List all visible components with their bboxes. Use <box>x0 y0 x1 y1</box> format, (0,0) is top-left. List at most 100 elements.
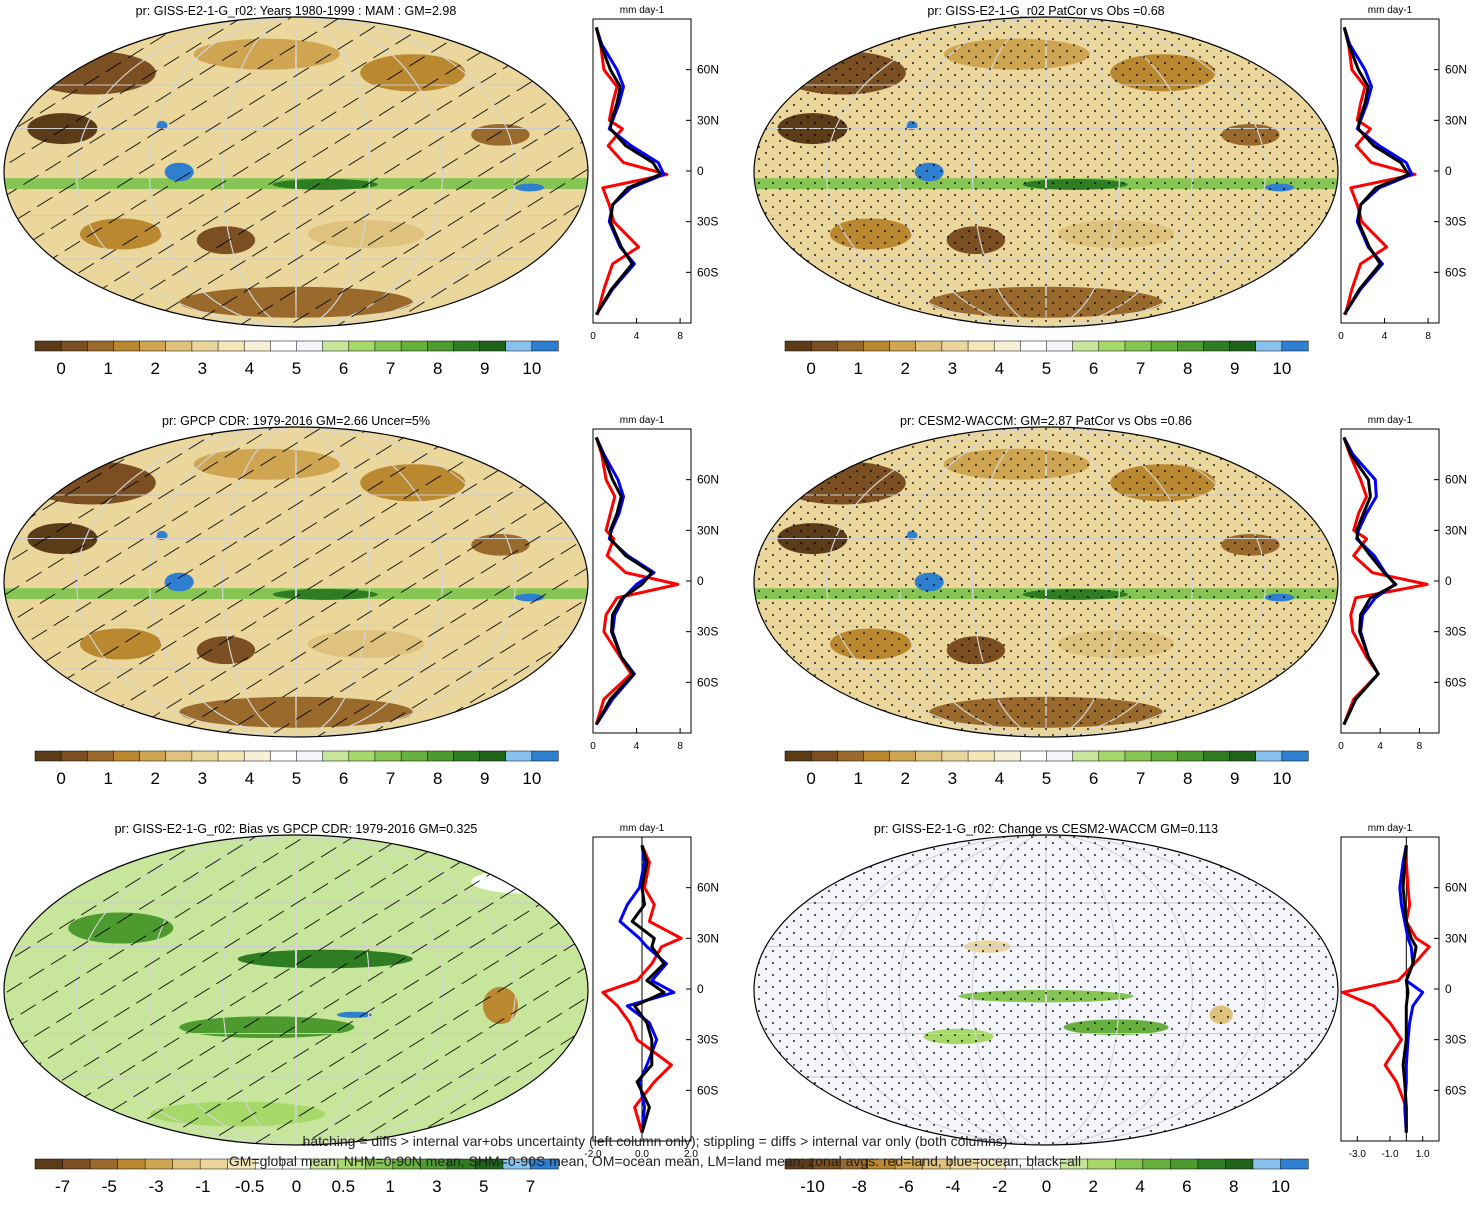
colorbar-label: 5 <box>1042 769 1051 788</box>
colorbar-label: 2 <box>901 769 910 788</box>
lat-label: 60N <box>1445 63 1467 77</box>
lat-label: 30N <box>1445 113 1467 127</box>
zonal-unit-label: mm day-1 <box>1368 5 1413 16</box>
map-panel: pr: GISS-E2-1-G_r02: Years 1980-1999 : M… <box>3 4 589 328</box>
colorbar-cell <box>531 750 559 762</box>
series-line-all <box>594 436 654 726</box>
map-outline <box>3 426 589 738</box>
colorbar-cell <box>1150 750 1178 762</box>
colorbar-label: 10 <box>1272 359 1291 378</box>
colorbar-label: -1 <box>195 1177 210 1196</box>
colorbar-label: 9 <box>480 769 489 788</box>
colorbar-label: 5 <box>479 1177 488 1196</box>
colorbar-cell <box>427 750 454 762</box>
series-line-all <box>1401 845 1418 1133</box>
colorbar-label: 7 <box>1136 769 1145 788</box>
map-title: pr: GISS-E2-1-G_r02: Years 1980-1999 : M… <box>136 4 457 18</box>
map-fields <box>754 835 1338 1145</box>
colorbar-cell <box>374 750 402 762</box>
colorbar-label: 9 <box>1230 769 1239 788</box>
map-title: pr: GISS-E2-1-G_r02: Change vs CESM2-WAC… <box>874 822 1218 836</box>
lat-label: 0 <box>697 164 704 178</box>
x-tick-label: -1.0 <box>1381 1149 1399 1160</box>
colorbar-label: 6 <box>339 359 348 378</box>
colorbar-label: 1 <box>103 769 112 788</box>
colorbar-cell <box>967 340 995 352</box>
colorbar-label: 3 <box>948 769 957 788</box>
colorbar-cell <box>1203 750 1231 762</box>
colorbar-label: -4 <box>945 1177 960 1196</box>
lat-label: 30N <box>1445 931 1467 945</box>
lat-label: 60S <box>697 1083 718 1097</box>
lat-label: 30S <box>1445 625 1466 639</box>
zonal-unit-label: mm day-1 <box>1368 823 1413 834</box>
zonal-panel: 60N 30N 0 30S 60S -3.0 -1.0 1.0 mm day-1 <box>1340 823 1467 1160</box>
map-fields <box>754 17 1338 327</box>
map-fields <box>4 427 588 737</box>
colorbar-label: 0 <box>56 359 65 378</box>
map-panel: pr: GISS-E2-1-G_r02: Change vs CESM2-WAC… <box>753 822 1339 1146</box>
map-outline <box>3 16 589 328</box>
colorbar-cell <box>863 750 891 762</box>
colorbar-cell <box>530 1158 559 1170</box>
colorbar-cell <box>139 750 167 762</box>
colorbar-label: 0.5 <box>331 1177 355 1196</box>
colorbar-label: 10 <box>1271 1177 1290 1196</box>
colorbar-label: 1 <box>385 1177 394 1196</box>
x-tick-label: 2.0 <box>684 1149 698 1160</box>
map-fields <box>4 835 588 1145</box>
x-tick-label: 8 <box>1417 741 1423 752</box>
x-tick-label: 0 <box>1338 331 1344 342</box>
map-outline <box>753 834 1339 1146</box>
colorbar-label: 0 <box>806 359 815 378</box>
colorbar-cell <box>1046 340 1074 352</box>
lat-label: 0 <box>1445 164 1452 178</box>
map-fields <box>754 427 1338 737</box>
zonal-panel: 60N 30N 0 30S 60S 0 4 8 mm day-1 <box>590 415 719 752</box>
zonal-unit-label: mm day-1 <box>620 5 665 16</box>
map-title: pr: GISS-E2-1-G_r02 PatCor vs Obs =0.68 <box>927 4 1164 18</box>
colorbar-cell <box>348 750 376 762</box>
zonal-panel: 60N 30N 0 30S 60S -2.0 0.0 2.0 mm day-1 <box>584 823 719 1160</box>
colorbar-cell <box>1281 340 1309 352</box>
lat-label: 60S <box>1445 675 1466 689</box>
colorbar-cell <box>1255 340 1283 352</box>
colorbar-label: 0 <box>56 769 65 788</box>
stipple-overlay <box>754 427 1338 737</box>
colorbar-cell <box>270 750 298 762</box>
colorbar-label: -2 <box>992 1177 1007 1196</box>
map-title: pr: GISS-E2-1-G_r02: Bias vs GPCP CDR: 1… <box>115 822 478 836</box>
colorbar-cell <box>60 340 88 352</box>
series-line-land <box>1342 27 1417 315</box>
colorbar-label: 7 <box>1136 359 1145 378</box>
colorbar-label: 6 <box>1089 769 1098 788</box>
colorbar-label: 3 <box>948 359 957 378</box>
colorbar-cell <box>374 340 402 352</box>
colorbar-label: 8 <box>433 359 442 378</box>
colorbar-cell <box>1281 750 1309 762</box>
x-tick-label: 1.0 <box>1416 1149 1430 1160</box>
x-tick-label: 0.0 <box>635 1149 649 1160</box>
colorbar-label: 3 <box>432 1177 441 1196</box>
hatch-overlay <box>4 17 588 327</box>
colorbar-cell <box>915 750 943 762</box>
colorbar-cell <box>191 750 219 762</box>
colorbar-label: 3 <box>198 769 207 788</box>
hatch-overlay <box>4 427 588 737</box>
colorbar-label: 6 <box>1182 1177 1191 1196</box>
x-tick-label: -3.0 <box>1349 1149 1367 1160</box>
colorbar-cell <box>1098 340 1126 352</box>
lat-label: 0 <box>697 982 704 996</box>
map-panel: pr: GISS-E2-1-G_r02: Bias vs GPCP CDR: 1… <box>3 822 589 1146</box>
lat-label: 60N <box>697 881 719 895</box>
colorbar-cell <box>453 750 481 762</box>
x-tick-label: 4 <box>634 331 640 342</box>
colorbar-label: 7 <box>386 359 395 378</box>
colorbar-label: 0 <box>1042 1177 1051 1196</box>
colorbar-cell <box>1072 750 1100 762</box>
map-outline <box>3 834 589 1146</box>
colorbar-cell <box>34 750 62 762</box>
x-tick-label: 0 <box>590 741 596 752</box>
colorbar-label: 10 <box>522 769 541 788</box>
colorbar-cell <box>296 340 324 352</box>
